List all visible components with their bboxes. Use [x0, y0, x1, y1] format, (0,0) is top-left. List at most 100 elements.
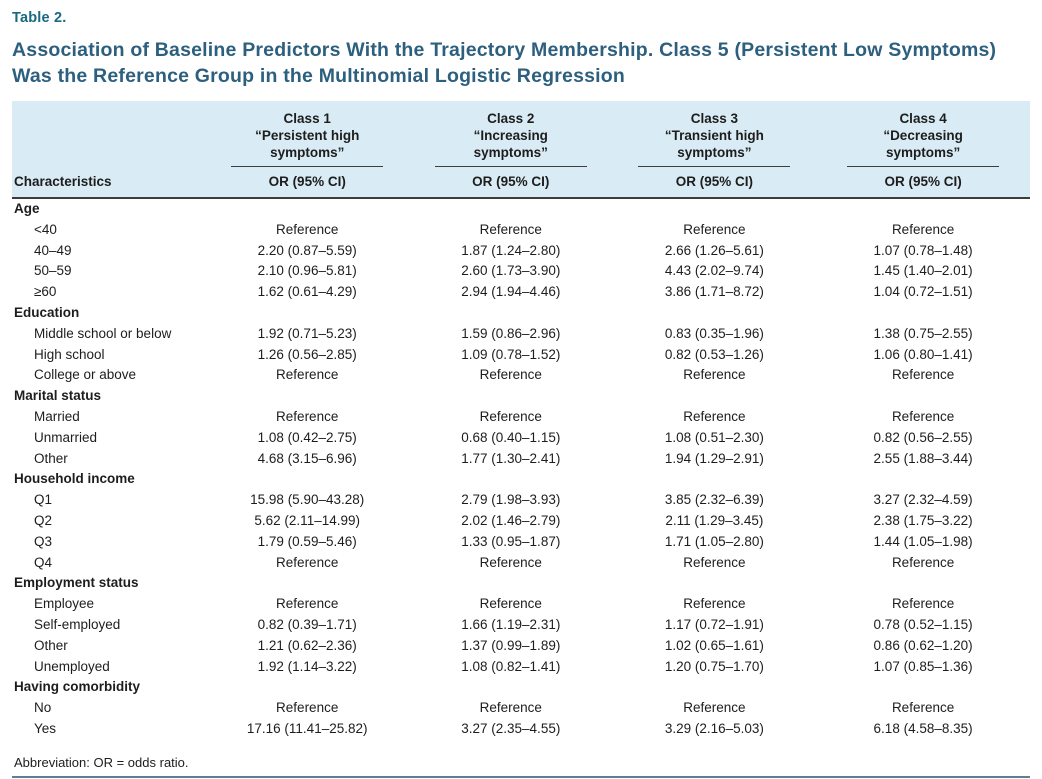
- row-label: Q4: [34, 554, 53, 570]
- row-label: High school: [34, 346, 105, 362]
- table-row: Unemployed 1.92 (1.14–3.22) 1.08 (0.82–1.4…: [12, 657, 1030, 678]
- or-value-cell: 1.17 (0.72–1.91): [664, 616, 764, 632]
- or-value-cell: 3.27 (2.35–4.55): [461, 720, 561, 736]
- table-row: 40–49 2.20 (0.87–5.59) 1.87 (1.24–2.80) 2.6…: [12, 241, 1030, 262]
- section-header-row: Household income: [12, 469, 1030, 490]
- or-value-cell: 2.10 (0.96–5.81): [257, 263, 357, 279]
- or-value-cell: 2.66 (1.26–5.61): [664, 242, 764, 258]
- row-label: Employee: [34, 596, 95, 612]
- section-label: Household income: [14, 471, 135, 487]
- row-label: Middle school or below: [34, 325, 172, 341]
- or-value-cell: 1.77 (1.30–2.41): [461, 450, 561, 466]
- class-3-label: Class 3: [690, 111, 739, 126]
- table-row: Q3 1.79 (0.59–5.46) 1.33 (0.95–1.87) 1.71 (…: [12, 532, 1030, 553]
- table-row: Unmarried 1.08 (0.42–2.75) 0.68 (0.40–1.15…: [12, 428, 1030, 449]
- or-value-cell: 1.08 (0.82–1.41): [461, 658, 561, 674]
- or-value-cell: 0.78 (0.52–1.15): [873, 616, 973, 632]
- class-1-label: Class 1: [283, 111, 331, 126]
- or-value-cell: 3.85 (2.32–6.39): [664, 492, 764, 508]
- or-value-cell: 1.71 (1.05–2.80): [664, 533, 764, 549]
- or-value-cell: 2.11 (1.29–3.45): [665, 512, 764, 528]
- or-value-cell: Reference: [683, 408, 746, 424]
- or-value-cell: 1.37 (0.99–1.89): [461, 637, 561, 653]
- class-1-name: “Persistent high symptoms”: [255, 128, 360, 160]
- or-value-cell: 2.02 (1.46–2.79): [461, 512, 561, 528]
- header-row: Characteristics Class 1 “Persistent high…: [12, 101, 1030, 199]
- or-value-cell: Reference: [276, 700, 339, 716]
- class-2-label: Class 2: [487, 111, 535, 126]
- or-value-cell: 15.98 (5.90–43.28): [250, 492, 365, 508]
- or-value-cell: 1.92 (1.14–3.22): [257, 658, 357, 674]
- table-row: Middle school or below 1.92 (0.71–5.23) 1.…: [12, 324, 1030, 345]
- class-1-header: Class 1 “Persistent high symptoms” OR (9…: [205, 101, 409, 199]
- characteristics-header: Characteristics: [12, 101, 206, 199]
- or-value-cell: Reference: [479, 221, 542, 237]
- section-header-row: Education: [12, 303, 1030, 324]
- section-label: Having comorbidity: [14, 679, 141, 695]
- or-value-cell: 4.43 (2.02–9.74): [664, 263, 764, 279]
- or-value-cell: 1.06 (0.80–1.41): [873, 346, 973, 362]
- table-row: Q4 Reference Reference Reference Reference: [12, 553, 1030, 574]
- or-value-cell: Reference: [276, 554, 339, 570]
- or-value-cell: Reference: [683, 221, 746, 237]
- or-value-cell: 2.38 (1.75–3.22): [873, 512, 973, 528]
- class-4-header: Class 4 “Decreasing symptoms” OR (95% CI…: [816, 101, 1030, 199]
- table-row: ≥60 1.62 (0.61–4.29) 2.94 (1.94–4.46) 3.86 …: [12, 282, 1030, 303]
- table-title: Association of Baseline Predictors With …: [12, 39, 997, 87]
- row-label: 50–59: [34, 263, 72, 279]
- or-value-cell: 1.08 (0.51–2.30): [664, 429, 764, 445]
- or-value-cell: Reference: [276, 596, 339, 612]
- class-3-measure: OR (95% CI): [675, 174, 754, 189]
- class-2-title: Class 2 “Increasing symptoms”: [434, 110, 587, 167]
- or-value-cell: 1.33 (0.95–1.87): [461, 533, 561, 549]
- or-value-cell: Reference: [891, 367, 955, 383]
- class-4-label: Class 4: [899, 111, 947, 126]
- or-value-cell: 2.60 (1.73–3.90): [461, 263, 561, 279]
- or-value-cell: 1.62 (0.61–4.29): [257, 284, 357, 300]
- row-label: Q1: [34, 492, 53, 508]
- results-table: Characteristics Class 1 “Persistent high…: [12, 101, 1030, 740]
- table-row: Other 4.68 (3.15–6.96) 1.77 (1.30–2.41) 1.9…: [12, 449, 1030, 470]
- or-value-cell: Reference: [479, 367, 542, 383]
- or-value-cell: Reference: [683, 554, 746, 570]
- table-header: Characteristics Class 1 “Persistent high…: [12, 101, 1030, 199]
- table-row: Self-employed 0.82 (0.39–1.71) 1.66 (1.19–…: [12, 615, 1030, 636]
- table-row: Married Reference Reference Reference Refere…: [12, 407, 1030, 428]
- table-row: College or above Reference Reference Refere…: [12, 365, 1030, 386]
- section-label: Education: [14, 304, 80, 320]
- class-4-title: Class 4 “Decreasing symptoms”: [847, 110, 1000, 167]
- or-value-cell: Reference: [479, 700, 542, 716]
- row-label: Other: [34, 450, 68, 466]
- or-value-cell: 1.26 (0.56–2.85): [257, 346, 357, 362]
- table-row: Q2 5.62 (2.11–14.99) 2.02 (1.46–2.79) 2.11 …: [12, 511, 1030, 532]
- or-value-cell: 0.83 (0.35–1.96): [664, 325, 764, 341]
- or-value-cell: 1.94 (1.29–2.91): [664, 450, 764, 466]
- or-value-cell: 6.18 (4.58–8.35): [873, 720, 973, 736]
- or-value-cell: 0.82 (0.56–2.55): [873, 429, 973, 445]
- row-label: Other: [34, 637, 68, 653]
- section-label: Employment status: [14, 575, 139, 591]
- row-label: College or above: [34, 367, 137, 383]
- or-value-cell: Reference: [683, 700, 746, 716]
- class-2-measure: OR (95% CI): [472, 174, 550, 189]
- row-label: Q3: [34, 533, 53, 549]
- or-value-cell: Reference: [891, 221, 955, 237]
- or-value-cell: 1.45 (1.40–2.01): [873, 263, 973, 279]
- class-4-measure: OR (95% CI): [884, 174, 962, 189]
- or-value-cell: 0.82 (0.39–1.71): [257, 616, 357, 632]
- table-row: Employee Reference Reference Reference Refer…: [12, 594, 1030, 615]
- or-value-cell: 2.79 (1.98–3.93): [461, 492, 561, 508]
- or-value-cell: 1.21 (0.62–2.36): [257, 637, 357, 653]
- or-value-cell: 1.87 (1.24–2.80): [461, 242, 561, 258]
- class-3-title: Class 3 “Transient high symptoms”: [638, 110, 791, 167]
- or-value-cell: 2.20 (0.87–5.59): [257, 242, 357, 258]
- or-value-cell: 1.38 (0.75–2.55): [873, 325, 973, 341]
- row-label: No: [34, 700, 52, 716]
- section-label: Marital status: [14, 388, 102, 404]
- or-value-cell: 1.09 (0.78–1.52): [461, 346, 561, 362]
- or-value-cell: Reference: [683, 367, 746, 383]
- or-value-cell: Reference: [891, 700, 955, 716]
- or-value-cell: 3.27 (2.32–4.59): [873, 492, 973, 508]
- table-row: High school 1.26 (0.56–2.85) 1.09 (0.78–1.…: [12, 345, 1030, 366]
